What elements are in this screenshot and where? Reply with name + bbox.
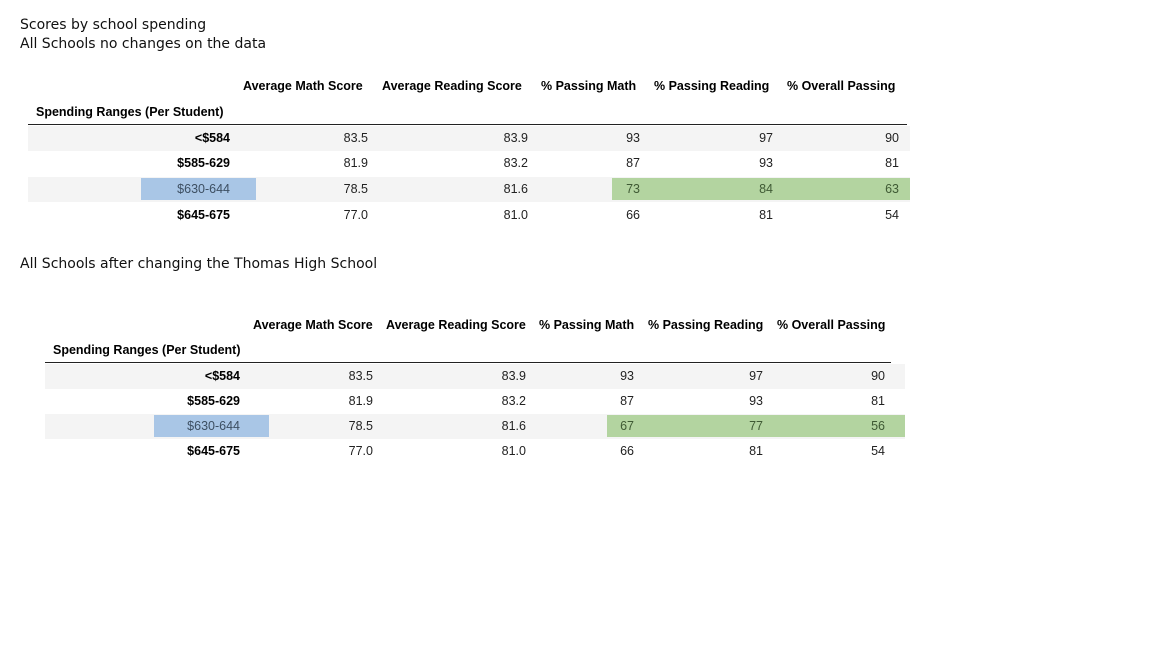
cell-avg-reading: 81.6 — [501, 419, 526, 433]
row-label: $585-629 — [177, 156, 230, 170]
cell-avg-math: 81.9 — [348, 394, 373, 408]
cell-overall-passing: 90 — [885, 131, 899, 145]
col-header-avg-math: Average Math Score — [243, 79, 363, 93]
row-label: $630-644 — [187, 419, 240, 433]
cell-avg-reading: 83.9 — [503, 131, 528, 145]
cell-overall-passing: 81 — [871, 394, 885, 408]
cell-pass-reading: 77 — [749, 419, 763, 433]
cell-avg-reading: 81.0 — [501, 444, 526, 458]
col-header-pass-math: % Passing Math — [541, 79, 637, 93]
index-header: Spending Ranges (Per Student) — [36, 105, 224, 119]
cell-avg-reading: 81.6 — [503, 182, 528, 196]
cell-avg-reading: 83.2 — [501, 394, 526, 408]
cell-pass-math: 66 — [626, 208, 640, 222]
col-header-pass-math: % Passing Math — [539, 318, 635, 332]
cell-pass-math: 87 — [626, 156, 640, 170]
cell-pass-reading: 97 — [759, 131, 773, 145]
cell-avg-math: 77.0 — [348, 444, 373, 458]
highlight-spending-range — [154, 415, 269, 437]
table-row-bg — [45, 364, 905, 389]
cell-pass-reading: 97 — [749, 369, 763, 383]
cell-pass-math: 87 — [620, 394, 634, 408]
cell-avg-math: 83.5 — [348, 369, 373, 383]
table-row-bg — [28, 126, 910, 151]
cell-overall-passing: 90 — [871, 369, 885, 383]
highlight-spending-range — [141, 178, 256, 200]
table1-caption: All Schools no changes on the data — [20, 36, 267, 52]
row-label: $630-644 — [177, 182, 230, 196]
cell-avg-math: 78.5 — [348, 419, 373, 433]
cell-pass-reading: 84 — [759, 182, 773, 196]
cell-pass-math: 93 — [626, 131, 640, 145]
cell-pass-reading: 93 — [759, 156, 773, 170]
cell-avg-math: 81.9 — [343, 156, 368, 170]
header-rule — [28, 124, 907, 125]
table2-caption: All Schools after changing the Thomas Hi… — [20, 256, 378, 272]
highlight-passing-values — [612, 178, 910, 200]
cell-avg-reading: 81.0 — [503, 208, 528, 222]
cell-pass-math: 73 — [626, 182, 640, 196]
cell-pass-math: 66 — [620, 444, 634, 458]
cell-overall-passing: 56 — [871, 419, 885, 433]
col-header-avg-math: Average Math Score — [253, 318, 373, 332]
cell-pass-math: 93 — [620, 369, 634, 383]
row-label: $585-629 — [187, 394, 240, 408]
cell-avg-math: 83.5 — [343, 131, 368, 145]
cell-avg-math: 77.0 — [343, 208, 368, 222]
cell-pass-reading: 81 — [749, 444, 763, 458]
cell-avg-math: 78.5 — [343, 182, 368, 196]
header-rule — [45, 362, 891, 363]
cell-avg-reading: 83.9 — [501, 369, 526, 383]
cell-pass-reading: 81 — [759, 208, 773, 222]
row-label: <$584 — [204, 369, 240, 383]
row-label: $645-675 — [187, 444, 240, 458]
col-header-avg-reading: Average Reading Score — [386, 318, 526, 332]
row-label: <$584 — [194, 131, 230, 145]
cell-avg-reading: 83.2 — [503, 156, 528, 170]
col-header-overall-passing: % Overall Passing — [787, 79, 896, 93]
index-header: Spending Ranges (Per Student) — [53, 343, 241, 357]
col-header-pass-reading: % Passing Reading — [648, 318, 764, 332]
highlight-passing-values — [607, 415, 905, 437]
cell-overall-passing: 81 — [885, 156, 899, 170]
cell-overall-passing: 63 — [885, 182, 899, 196]
col-header-pass-reading: % Passing Reading — [654, 79, 770, 93]
col-header-avg-reading: Average Reading Score — [382, 79, 522, 93]
cell-overall-passing: 54 — [885, 208, 899, 222]
row-label: $645-675 — [177, 208, 230, 222]
cell-overall-passing: 54 — [871, 444, 885, 458]
cell-pass-math: 67 — [620, 419, 634, 433]
col-header-overall-passing: % Overall Passing — [777, 318, 886, 332]
cell-pass-reading: 93 — [749, 394, 763, 408]
page-title: Scores by school spending — [20, 17, 207, 33]
